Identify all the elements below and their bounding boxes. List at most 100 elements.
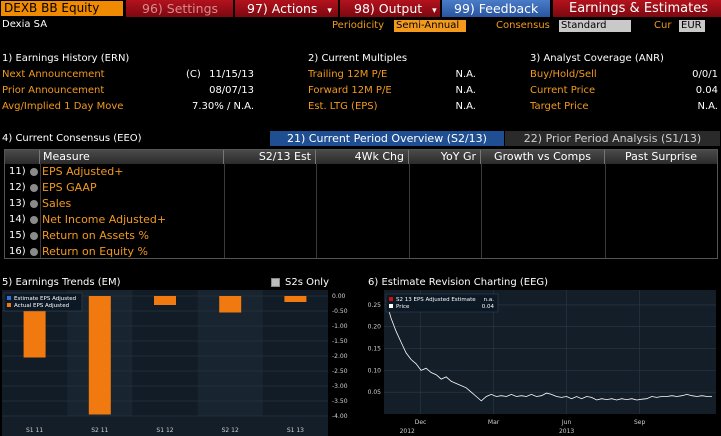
- table-row[interactable]: 16) Return on Equity %: [5, 244, 717, 260]
- column-band: [262, 290, 328, 416]
- y-tick-label: -2.00: [332, 353, 348, 360]
- x-tick-label: S1 13: [287, 427, 304, 434]
- company-name: Dexia SA: [2, 19, 48, 30]
- y-tick-label: -0.50: [332, 308, 348, 315]
- buy-hold-sell-value: 0/0/1: [692, 69, 718, 80]
- bar-actual-eps: [219, 296, 242, 313]
- target-price-value: N.A.: [697, 101, 718, 112]
- y-tick-label: -3.50: [332, 398, 348, 405]
- row-number: 16): [9, 246, 26, 257]
- column-header-growth-vs-comps[interactable]: Growth vs Comps: [481, 150, 605, 164]
- consensus-select[interactable]: Standard: [559, 20, 631, 32]
- legend-box: [3, 292, 83, 312]
- tab-prior-period[interactable]: 22) Prior Period Analysis (S1/13): [505, 131, 720, 146]
- chevron-down-icon: ▾: [432, 6, 437, 16]
- legend-label: Actual EPS Adjusted: [14, 303, 69, 309]
- bullet-icon: [30, 216, 38, 224]
- legend-swatch: [389, 304, 393, 308]
- estimate-revision-chart: 0.25 0.20 0.15 0.10 0.05 Dec Mar Jun Sep 2012 2013…: [368, 290, 716, 435]
- forward-pe-value: N.A.: [455, 85, 476, 96]
- y-tick-label: -3.00: [332, 383, 348, 390]
- legend-value: 0.04: [482, 304, 495, 310]
- tab-current-period[interactable]: 21) Current Period Overview (S2/13): [270, 131, 504, 146]
- column-header-measure[interactable]: Measure: [40, 150, 224, 164]
- settings-button[interactable]: 96) Settings: [126, 0, 233, 17]
- column-header-past-surprise[interactable]: Past Surprise: [605, 150, 717, 164]
- measure-name[interactable]: Sales: [42, 197, 72, 210]
- ticker-field[interactable]: DEXB BB Equity: [1, 1, 123, 16]
- y-tick-label: -2.50: [332, 368, 348, 375]
- next-announcement-value: 11/15/13: [209, 69, 254, 80]
- table-row[interactable]: 15) Return on Assets %: [5, 228, 717, 244]
- column-header-yoy-gr[interactable]: YoY Gr: [409, 150, 481, 164]
- x-tick-label: 2013: [559, 428, 574, 435]
- feedback-button[interactable]: 99) Feedback: [442, 0, 550, 17]
- column-divider: [316, 164, 317, 258]
- measure-name[interactable]: EPS Adjusted+: [42, 165, 124, 178]
- legend-label: S2 13 EPS Adjusted Estimate: [396, 297, 476, 303]
- y-tick-label: -1.50: [332, 338, 348, 345]
- row-number: 11): [9, 166, 26, 177]
- forward-pe-label: Forward 12M P/E: [308, 85, 392, 96]
- measure-name[interactable]: Net Income Adjusted+: [42, 213, 167, 226]
- column-divider: [40, 164, 41, 258]
- legend-box: [385, 293, 499, 313]
- y-tick-label: -1.00: [332, 323, 348, 330]
- x-tick-label: S1 11: [26, 427, 43, 434]
- earnings-history-title[interactable]: 1) Earnings History (ERN): [2, 53, 130, 64]
- x-tick-label: Jun: [561, 419, 572, 426]
- prior-announcement-label: Prior Announcement: [2, 85, 105, 96]
- s2s-only-checkbox[interactable]: [271, 278, 280, 287]
- earnings-trends-title[interactable]: 5) Earnings Trends (EM): [2, 277, 121, 288]
- column-band: [132, 290, 198, 416]
- x-tick-label: S1 12: [156, 427, 173, 434]
- legend-label: Price: [396, 304, 410, 310]
- currency-label: Cur: [654, 20, 672, 31]
- row-number: 15): [9, 230, 26, 241]
- table-row[interactable]: 12) EPS GAAP: [5, 180, 717, 196]
- y-tick-label: 0.00: [332, 293, 346, 300]
- periodicity-label: Periodicity: [332, 20, 385, 31]
- column-divider: [605, 164, 606, 258]
- bullet-icon: [30, 248, 38, 256]
- current-multiples-title: 2) Current Multiples: [308, 53, 408, 64]
- x-tick-label: 2012: [400, 428, 415, 435]
- table-row[interactable]: 11) EPS Adjusted+: [5, 164, 717, 180]
- bullet-icon: [30, 200, 38, 208]
- column-header-4wk-chg[interactable]: 4Wk Chg: [316, 150, 409, 164]
- periodicity-select[interactable]: Semi-Annual: [394, 20, 466, 32]
- y-tick-label: 0.25: [368, 302, 382, 309]
- output-button[interactable]: 98) Output ▾: [340, 0, 440, 17]
- y-tick-label: 0.10: [368, 367, 382, 374]
- currency-select[interactable]: EUR: [679, 20, 705, 32]
- y-tick-label: 0.15: [368, 346, 382, 353]
- est-ltg-value: N.A.: [455, 101, 476, 112]
- consensus-table: Measure S2/13 Est 4Wk Chg YoY Gr Growth …: [4, 149, 718, 259]
- column-header-estimate[interactable]: S2/13 Est: [224, 150, 316, 164]
- consensus-label: Consensus: [496, 20, 550, 31]
- table-row[interactable]: 13) Sales: [5, 196, 717, 212]
- y-tick-label: -4.00: [332, 413, 348, 420]
- column-divider: [481, 164, 482, 258]
- x-tick-label: Mar: [488, 419, 500, 426]
- prior-announcement-value: 08/07/13: [209, 85, 254, 96]
- revision-chart-title[interactable]: 6) Estimate Revision Charting (EEG): [368, 277, 549, 288]
- x-tick-label: S2 11: [91, 427, 108, 434]
- buy-hold-sell-label: Buy/Hold/Sell: [530, 69, 597, 80]
- actions-button[interactable]: 97) Actions ▾: [235, 0, 338, 17]
- y-tick-label: 0.05: [368, 389, 382, 396]
- column-divider: [224, 164, 225, 258]
- bar-actual-eps: [88, 296, 111, 415]
- measure-name[interactable]: EPS GAAP: [42, 181, 97, 194]
- avg-move-value: 7.30% / N.A.: [192, 101, 254, 112]
- chevron-down-icon: ▾: [327, 6, 332, 16]
- bar-actual-eps: [154, 296, 176, 305]
- measure-name[interactable]: Return on Equity %: [42, 245, 148, 258]
- table-row[interactable]: 14) Net Income Adjusted+: [5, 212, 717, 228]
- s2s-only-label: S2s Only: [285, 277, 330, 288]
- x-tick-label: S2 12: [222, 427, 239, 434]
- analyst-coverage-title[interactable]: 3) Analyst Coverage (ANR): [530, 53, 664, 64]
- target-price-label: Target Price: [530, 101, 589, 112]
- consensus-title[interactable]: 4) Current Consensus (EEO): [2, 133, 142, 144]
- measure-name[interactable]: Return on Assets %: [42, 229, 149, 242]
